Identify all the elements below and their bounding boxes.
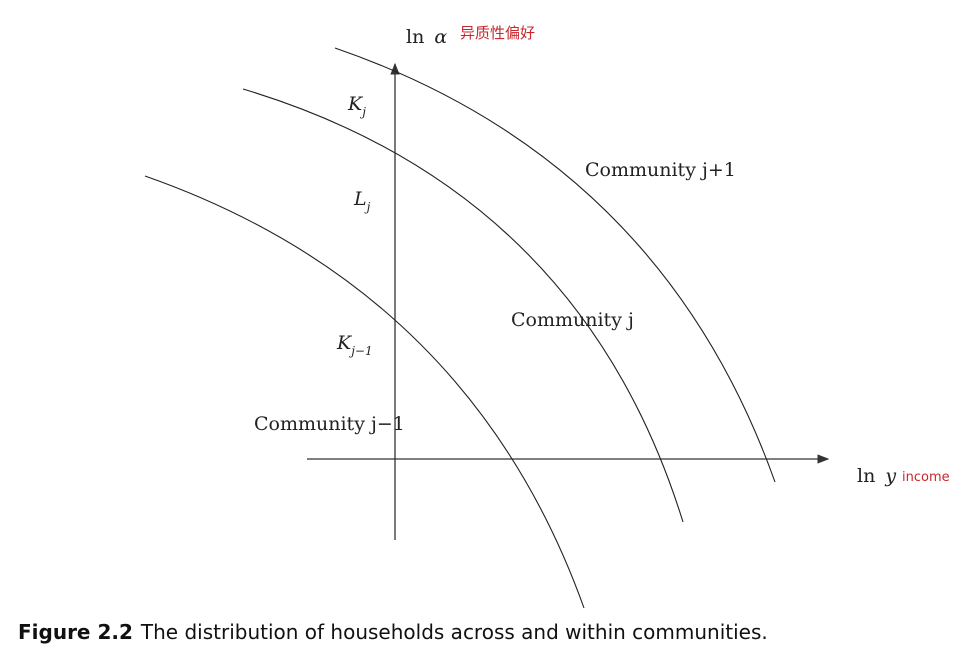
figure-caption: Figure 2.2 The distribution of households… xyxy=(18,620,768,644)
x-axis-note: income xyxy=(902,470,950,485)
caption-number: Figure 2.2 xyxy=(18,620,133,644)
label-lj: Lj xyxy=(353,188,371,214)
caption-text: The distribution of households across an… xyxy=(140,620,768,644)
y-axis-label: ln α xyxy=(406,26,447,48)
label-kj: Kj xyxy=(347,93,366,119)
label-kj-minus-1: Kj−1 xyxy=(336,332,373,358)
boundary-curve-lower xyxy=(144,175,585,609)
boundary-curve-upper xyxy=(334,47,776,483)
boundary-curve-middle xyxy=(242,88,684,523)
x-axis-label: ln y xyxy=(857,465,896,487)
label-community-lower: Community j−1 xyxy=(254,413,405,435)
label-community-middle: Community j xyxy=(511,309,634,331)
label-community-upper: Community j+1 xyxy=(585,159,736,181)
y-axis-note: 异质性偏好 xyxy=(460,24,535,42)
